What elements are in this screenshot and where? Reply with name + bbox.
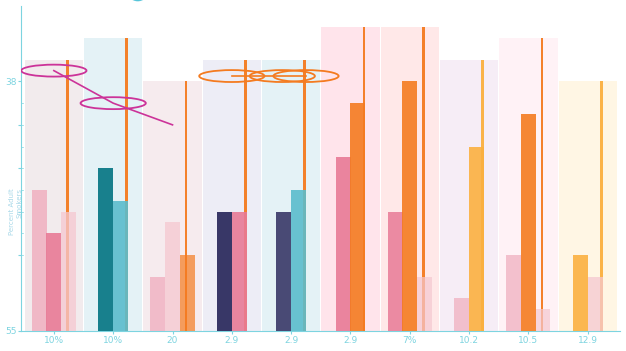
Bar: [61, 212, 76, 331]
Bar: [143, 81, 202, 331]
Bar: [232, 212, 247, 331]
Bar: [506, 255, 521, 331]
Bar: [304, 60, 306, 331]
Bar: [417, 277, 432, 331]
Bar: [481, 60, 484, 331]
Bar: [321, 27, 379, 331]
Bar: [351, 103, 365, 331]
Bar: [203, 60, 261, 331]
Bar: [291, 190, 306, 331]
Bar: [98, 168, 113, 331]
Bar: [469, 146, 484, 331]
Text: Percent Adult
Smokers: Percent Adult Smokers: [9, 188, 23, 235]
Bar: [185, 81, 187, 331]
Bar: [46, 233, 61, 331]
Bar: [454, 298, 470, 331]
Bar: [600, 81, 603, 331]
Bar: [66, 60, 69, 331]
Bar: [521, 114, 536, 331]
Bar: [25, 60, 83, 331]
Bar: [422, 27, 424, 331]
Bar: [244, 60, 247, 331]
Bar: [588, 277, 603, 331]
Bar: [403, 81, 418, 331]
Bar: [536, 309, 550, 331]
Bar: [336, 157, 351, 331]
Bar: [84, 38, 142, 331]
Bar: [262, 60, 321, 331]
Bar: [165, 223, 180, 331]
Bar: [32, 190, 47, 331]
Bar: [573, 255, 588, 331]
Bar: [180, 255, 195, 331]
Bar: [541, 38, 543, 331]
Bar: [500, 38, 558, 331]
Bar: [150, 277, 165, 331]
Bar: [362, 27, 366, 331]
Bar: [559, 81, 617, 331]
Bar: [277, 212, 291, 331]
Bar: [125, 38, 128, 331]
Bar: [217, 212, 232, 331]
Bar: [388, 212, 403, 331]
Bar: [381, 27, 439, 331]
Bar: [440, 60, 498, 331]
Bar: [113, 201, 128, 331]
